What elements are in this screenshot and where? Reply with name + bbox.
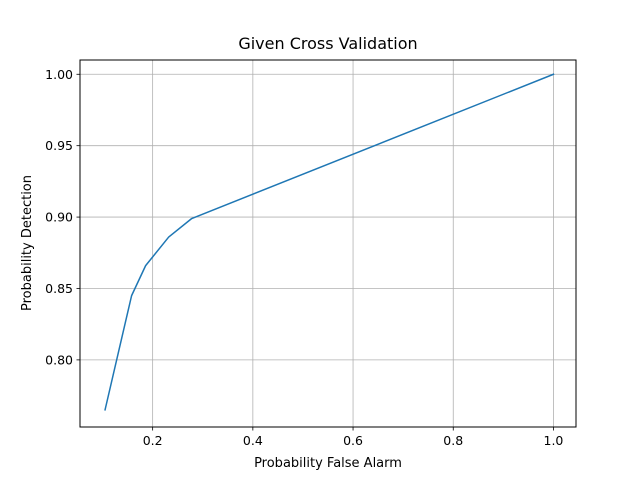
plot-area xyxy=(80,60,576,427)
chart-title: Given Cross Validation xyxy=(238,34,417,53)
y-tick-label: 0.90 xyxy=(45,210,73,225)
x-tick-label: 0.8 xyxy=(443,433,463,448)
y-tick-label: 1.00 xyxy=(45,67,73,82)
x-axis-label: Probability False Alarm xyxy=(254,456,402,471)
x-axis-ticks: 0.2 0.4 0.6 0.8 1.0 xyxy=(143,427,564,448)
y-tick-label: 0.80 xyxy=(45,352,73,367)
x-tick-label: 0.4 xyxy=(243,433,263,448)
y-axis-ticks: 0.80 0.85 0.90 0.95 1.00 xyxy=(45,67,80,367)
y-tick-label: 0.95 xyxy=(45,138,73,153)
y-tick-label: 0.85 xyxy=(45,281,73,296)
axes-frame xyxy=(79,59,577,428)
series-layer xyxy=(104,73,555,411)
x-tick-label: 1.0 xyxy=(544,433,564,448)
x-tick-label: 0.6 xyxy=(343,433,363,448)
x-tick-label: 0.2 xyxy=(143,433,163,448)
grid xyxy=(80,60,576,427)
series-line-0 xyxy=(104,73,555,411)
y-axis-label: Probability Detection xyxy=(20,175,35,311)
